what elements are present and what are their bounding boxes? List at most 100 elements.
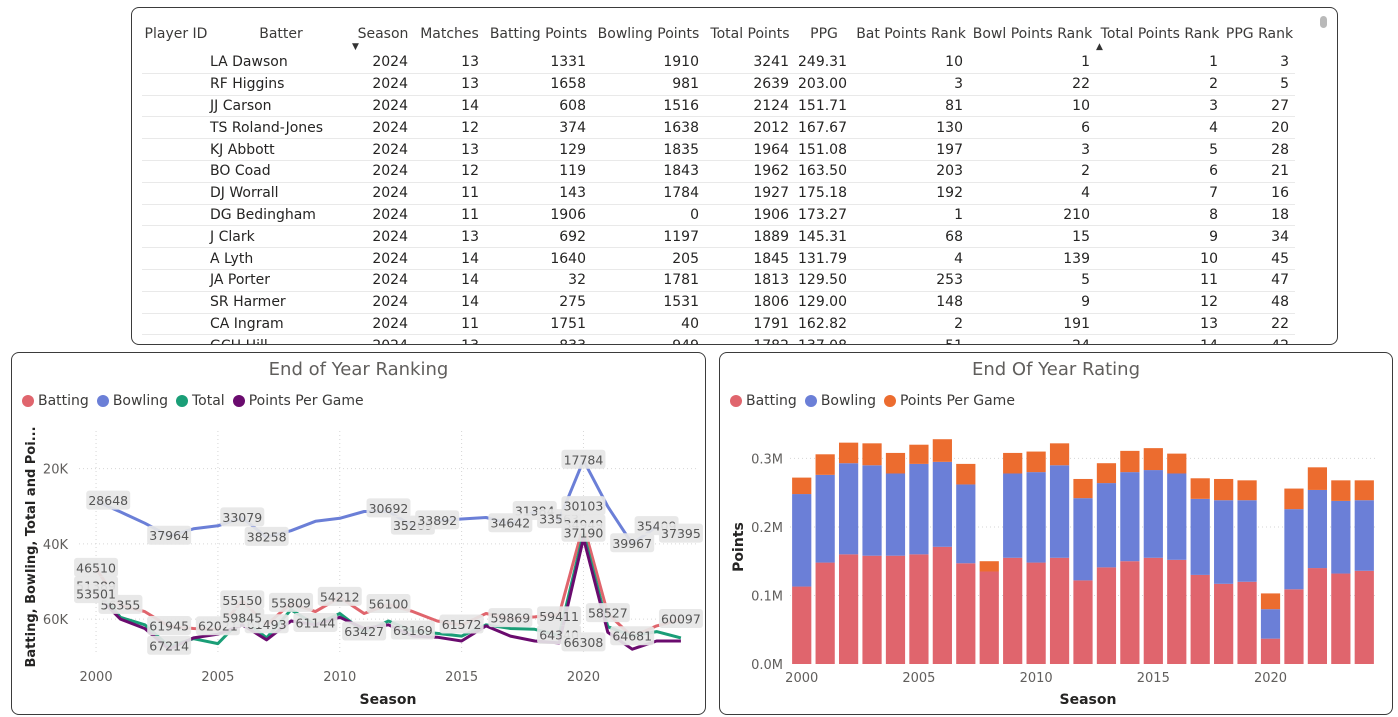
data-label: 55150 — [220, 590, 265, 610]
bar-segment-points-per-game — [1167, 453, 1187, 474]
table-row[interactable]: RF Higgins 2024 13 1658 981 2639 203.00 3 22 2 5 — [142, 73, 1295, 96]
legend-dot-icon — [96, 395, 109, 407]
bar-segment-points-per-game — [932, 439, 952, 462]
data-label: 33079 — [220, 507, 265, 527]
ranking-legend-item-total[interactable]: Total — [175, 393, 225, 409]
bar-segment-batting — [909, 554, 929, 664]
data-label: 67214 — [147, 635, 192, 655]
table-row[interactable]: GCH Hill2024138339491782137.0851241442 — [142, 334, 1295, 344]
table-cell: 14 — [414, 269, 485, 292]
rating-legend-item-bowling[interactable]: Bowling — [804, 393, 876, 409]
bar-segment-points-per-game — [1049, 443, 1070, 466]
table-row[interactable]: SR Harmer 2024 14 275 1531 1806 129.00 148 9 12 48 — [142, 291, 1295, 314]
table-cell: 9 — [969, 291, 1096, 314]
column-header-total-points-rank[interactable]: Total Points Rank ▲ — [1096, 26, 1220, 52]
bar-segment-batting — [1284, 589, 1304, 664]
data-label: 64681 — [610, 626, 655, 646]
data-label-background — [366, 498, 411, 518]
table-cell: LA Dawson — [210, 52, 352, 74]
table-cell: 833 — [485, 334, 592, 344]
vertical-scrollbar[interactable] — [1320, 16, 1327, 28]
rating-legend-item-batting[interactable]: Batting — [730, 393, 797, 409]
bar-segment-points-per-game — [1143, 448, 1163, 471]
bar-segment-bowling — [1354, 500, 1374, 571]
ranking-legend-item-bowling[interactable]: Bowling — [96, 393, 168, 409]
y-tick-label: 20K — [43, 463, 69, 478]
data-label-background — [269, 592, 314, 612]
column-header-ppg-rank[interactable]: PPG Rank — [1225, 26, 1294, 42]
ranking-legend-item-batting[interactable]: Batting — [22, 393, 89, 409]
column-header-bowling-points[interactable]: Bowling Points — [597, 26, 700, 42]
data-label-background — [147, 635, 192, 655]
column-header-ppg[interactable]: PPG — [810, 26, 838, 42]
data-label-text: 61144 — [296, 615, 336, 630]
table-cell: 1197 — [592, 225, 705, 249]
table-cell — [142, 182, 210, 205]
bar-segment-bowling — [1143, 470, 1163, 558]
data-label: 53501 — [74, 584, 119, 604]
data-label: 61144 — [293, 612, 338, 632]
y-tick-label: 0.1M — [751, 589, 783, 604]
table-cell: 175.18 — [795, 182, 853, 205]
ranking-chart-legend: Batting Bowling Total Points Per Game — [22, 393, 364, 409]
x-tick-label: 2015 — [445, 670, 478, 685]
bar-segment-bowling — [1190, 498, 1210, 575]
table-cell: 2012 — [705, 116, 795, 140]
data-label-background — [561, 522, 606, 542]
table-row[interactable]: JJ Carson 2024 14 608 1516 2124 151.71 81 10 3 27 — [142, 95, 1295, 118]
data-label: 17784 — [561, 449, 606, 469]
ranking-legend-item-points-per-game[interactable]: Points Per Game — [232, 393, 364, 409]
table-cell: 11 — [414, 313, 485, 336]
legend-label: Points Per Game — [248, 393, 364, 409]
table-cell: 1845 — [705, 247, 795, 270]
bar-segment-batting — [1190, 574, 1210, 664]
table-row[interactable]: DJ Worrall 2024 11 143 1784 1927 175.18 192 4 7 16 — [142, 182, 1295, 205]
bar-segment-batting — [862, 555, 882, 664]
table-cell — [142, 52, 210, 74]
rating-legend-item-points-per-game[interactable]: Points Per Game — [883, 393, 1015, 409]
column-header-batting-points[interactable]: Batting Points — [489, 26, 588, 42]
column-header-bat-points-rank[interactable]: Bat Points Rank — [856, 26, 966, 42]
data-label: 38258 — [244, 526, 289, 546]
data-label: 37190 — [561, 522, 606, 542]
table-row[interactable]: TS Roland-Jones 2024 12 374 1638 2012 167.67 13… — [142, 116, 1295, 140]
table-cell — [142, 138, 210, 161]
table-row[interactable]: DG Bedingham 2024 11 1906 0 1906 173.27 1 210 8 18 — [142, 204, 1295, 227]
bar-segment-batting — [792, 586, 812, 664]
data-label-background — [293, 612, 338, 632]
table-cell: 2024 — [352, 225, 414, 249]
table-cell: 22 — [969, 73, 1096, 96]
data-label-background — [415, 510, 460, 530]
table-cell: DG Bedingham — [210, 204, 352, 227]
data-label: 58527 — [585, 603, 630, 623]
column-header-batter[interactable]: Batter — [259, 26, 303, 42]
table-cell: 22 — [1224, 313, 1295, 336]
bar-segment-bowling — [815, 474, 835, 563]
bar-segment-batting — [1073, 580, 1093, 664]
data-label-background — [74, 584, 119, 604]
column-header-bowl-points-rank[interactable]: Bowl Points Rank — [972, 26, 1093, 42]
data-label-background — [317, 586, 362, 606]
column-header-total-points[interactable]: Total Points — [710, 26, 790, 42]
table-row[interactable]: CA Ingram 2024 11 1751 40 1791 162.82 2 191 13 22 — [142, 313, 1295, 336]
y-tick-label: 0.0M — [751, 658, 783, 673]
column-header-season[interactable]: Season ▼ — [352, 26, 409, 52]
table-row[interactable]: LA Dawson 2024 13 1331 1910 3241 249.31 10 1 1 3 — [142, 52, 1295, 74]
table-cell: 42 — [1224, 334, 1295, 344]
table-row[interactable]: J Clark 2024 13 692 1197 1889 145.31 68 15 9 34 — [142, 225, 1295, 249]
table-row[interactable]: BO Coad 2024 12 119 1843 1962 163.50 203 2 6 21 — [142, 160, 1295, 183]
legend-label: Total — [191, 393, 225, 409]
column-header-player-id[interactable]: Player ID — [144, 26, 208, 42]
table-cell: 2639 — [705, 73, 795, 96]
bar-segment-points-per-game — [979, 561, 999, 572]
table-cell: A Lyth — [210, 247, 352, 270]
table-row[interactable]: A Lyth 2024 14 1640 205 1845 131.79 4 139 10 45 — [142, 247, 1295, 270]
column-header-matches[interactable]: Matches — [420, 26, 479, 42]
table-cell: 139 — [969, 247, 1096, 270]
data-label-text: 30692 — [369, 501, 409, 516]
table-cell: SR Harmer — [210, 291, 352, 314]
table-row[interactable]: KJ Abbott 2024 13 129 1835 1964 151.08 197 3 5 28 — [142, 138, 1295, 161]
bar-segment-bowling — [1026, 472, 1046, 563]
table-cell: 2124 — [705, 95, 795, 118]
table-row[interactable]: JA Porter 2024 14 32 1781 1813 129.50 253 5 11 47 — [142, 269, 1295, 292]
